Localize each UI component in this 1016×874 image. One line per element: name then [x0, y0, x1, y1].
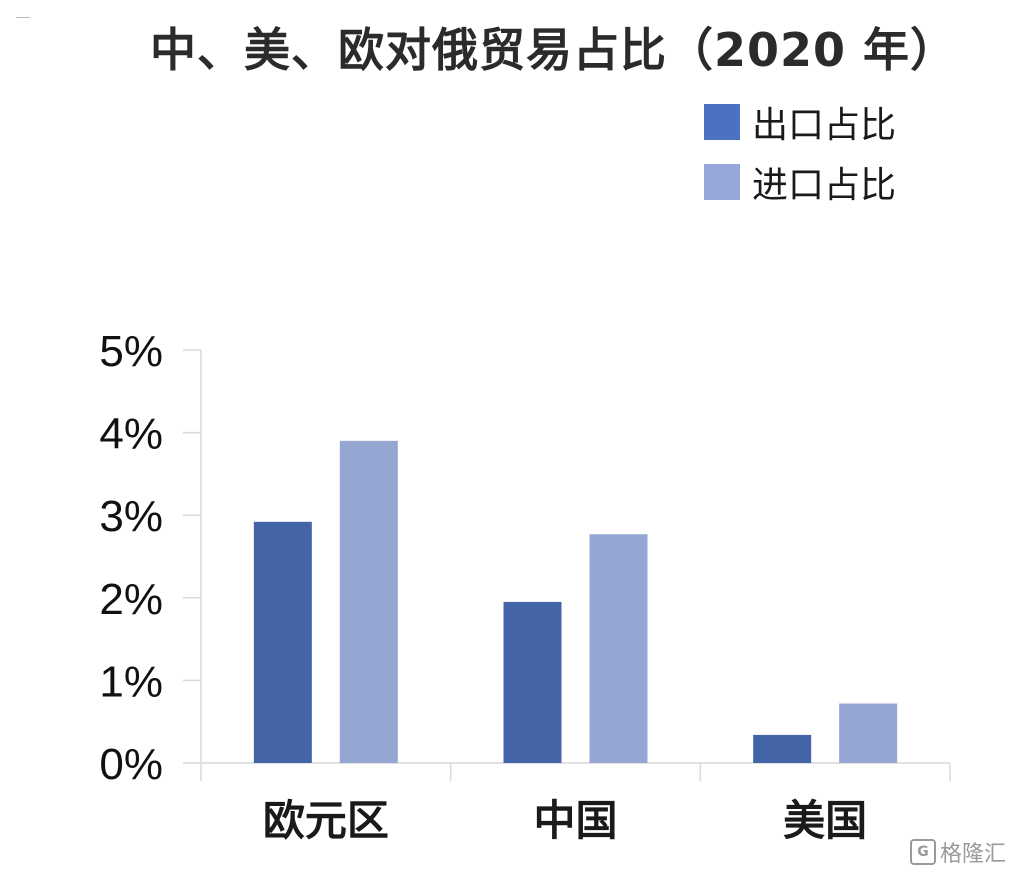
legend: 出口占比 进口占比	[704, 92, 896, 212]
x-category-label: 中国	[533, 796, 617, 845]
y-tick-label: 5%	[99, 327, 163, 376]
bar-import	[839, 703, 898, 763]
legend-swatch-import	[704, 164, 740, 200]
y-tick-label: 2%	[99, 575, 163, 624]
bar-export	[753, 734, 812, 763]
watermark: G 格隆汇	[909, 836, 1006, 868]
chart-title: 中、美、欧对俄贸易占比（2020 年）	[150, 23, 958, 77]
y-tick-label: 0%	[99, 740, 163, 789]
legend-label-export: 出口占比	[752, 105, 897, 146]
y-tick-label: 3%	[99, 492, 163, 541]
bar-export	[503, 601, 562, 763]
watermark-text: 格隆汇	[939, 842, 1006, 867]
legend-label-import: 进口占比	[752, 165, 897, 206]
legend-item-export: 出口占比	[704, 92, 896, 152]
bar-import	[589, 534, 648, 763]
legend-item-import: 进口占比	[704, 152, 896, 212]
y-tick-label: 1%	[99, 657, 163, 706]
x-category-label: 美国	[783, 796, 867, 845]
y-tick-label: 4%	[99, 410, 163, 459]
bar-import	[339, 440, 398, 763]
bar-export	[253, 521, 312, 763]
watermark-logo-icon: G	[909, 839, 936, 865]
corner-mark	[16, 17, 30, 18]
legend-swatch-export	[704, 104, 740, 140]
x-category-label: 欧元区	[263, 796, 389, 845]
